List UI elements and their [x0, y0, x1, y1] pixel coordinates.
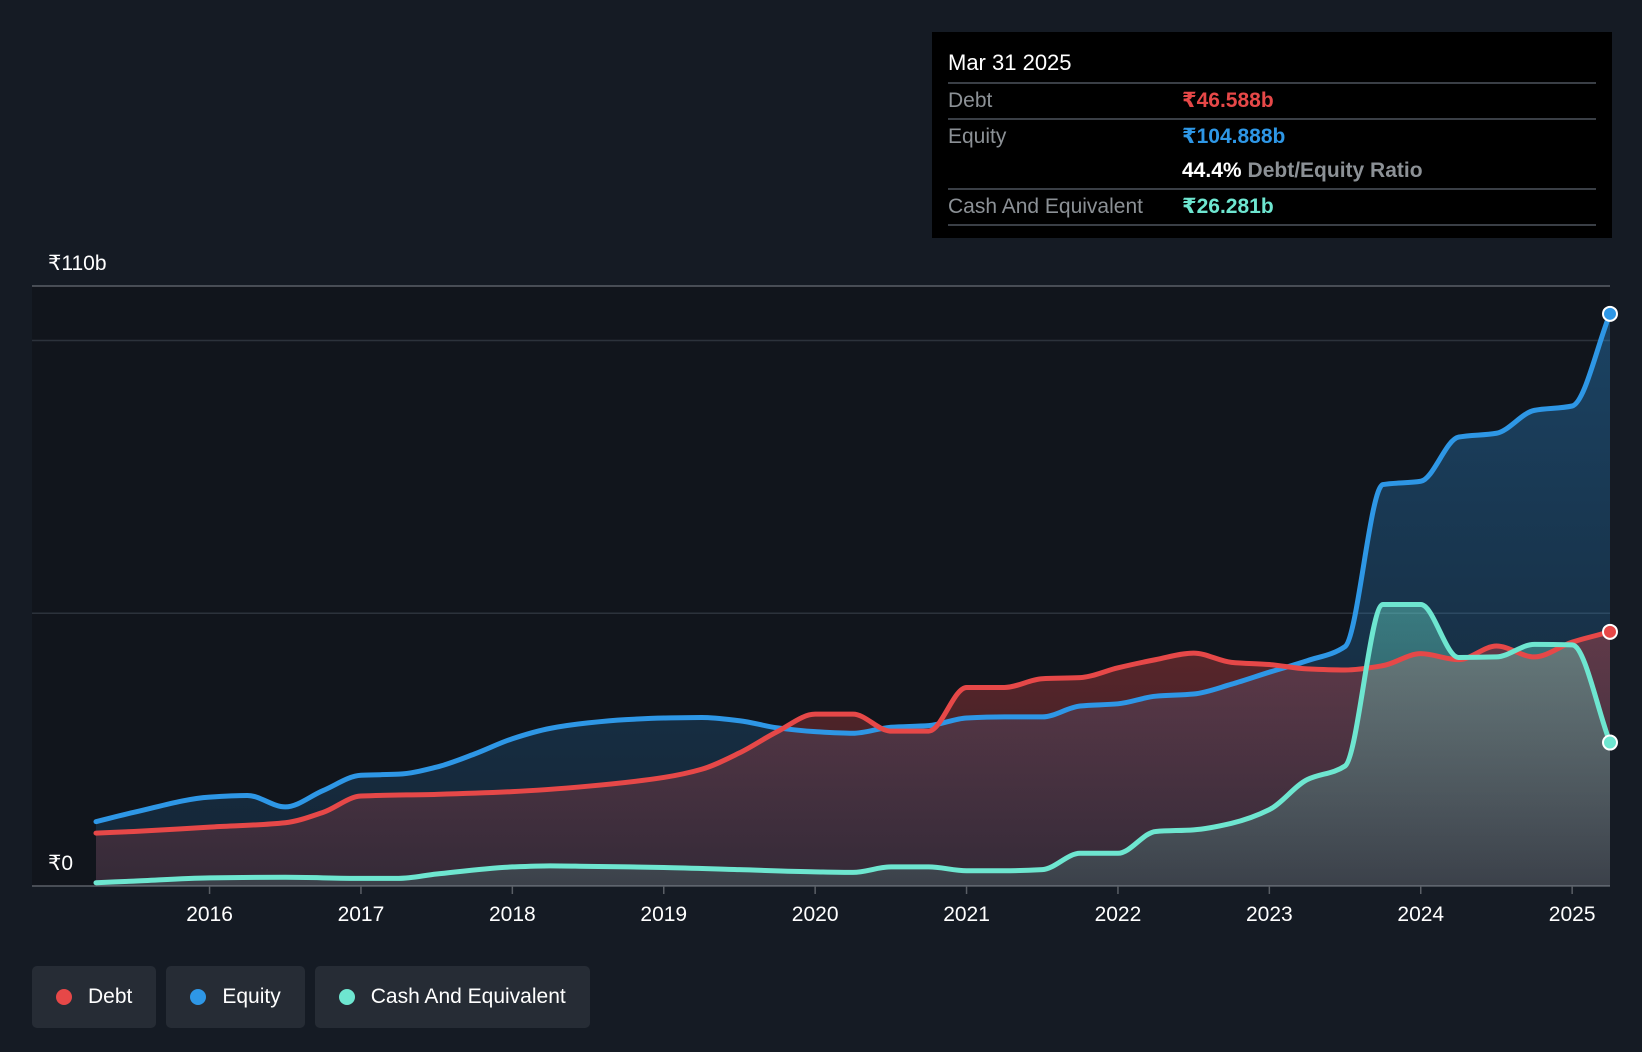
legend-label-equity: Equity: [222, 985, 281, 1008]
endpoint-debt: [1602, 623, 1618, 640]
series-endpoints: [1602, 305, 1618, 751]
legend-dot-equity: [190, 989, 207, 1005]
x-tick-label-2016: 2016: [186, 903, 233, 926]
line-debt: [93, 629, 1613, 836]
tooltip-ratio-row: 44.4% Debt/Equity Ratio: [948, 154, 1596, 190]
tooltip-debt-row: Debt ₹46.588b: [948, 84, 1596, 120]
x-tick-label-2022: 2022: [1095, 903, 1142, 926]
legend-item-equity[interactable]: Equity: [166, 966, 305, 1028]
x-tick-label-2025: 2025: [1549, 903, 1596, 926]
legend-label-debt: Debt: [88, 985, 133, 1008]
legend-dot-debt: [56, 989, 72, 1005]
endpoint-equity: [1602, 305, 1618, 322]
legend-dot-cash: [338, 989, 355, 1005]
y-axis-label-bottom: ₹0: [48, 852, 73, 875]
x-tick-label-2024: 2024: [1397, 903, 1444, 926]
x-axis-ticks: 2016 2017 2018 2019 2020 2021 2022 2023 2024 2025: [186, 886, 1596, 926]
line-equity: [93, 311, 1613, 825]
y-axis-label-top: ₹110b: [48, 252, 107, 275]
endpoint-cash-and-equivalent: [1602, 734, 1618, 751]
tooltip-equity-label: Equity: [948, 125, 1007, 148]
tooltip-ratio-spacer: [948, 154, 1182, 188]
x-tick-label-2023: 2023: [1246, 903, 1293, 926]
tooltip-equity-row: Equity ₹104.888b: [948, 120, 1596, 154]
series-lines: [93, 311, 1613, 886]
tooltip-equity-value: ₹104.888b: [1182, 125, 1286, 148]
tooltip-ratio-value: 44.4%: [1182, 159, 1242, 182]
x-tick-label-2021: 2021: [943, 903, 990, 926]
x-tick-label-2019: 2019: [640, 903, 687, 926]
area-cash-and-equivalent: [96, 604, 1610, 886]
tooltip-cash-label: Cash And Equivalent: [948, 195, 1143, 218]
tooltip-date: Mar 31 2025: [948, 46, 1596, 84]
tooltip-cash-row: Cash And Equivalent ₹26.281b: [948, 190, 1596, 226]
legend: Debt Equity Cash And Equivalent: [32, 966, 590, 1028]
line-cash-and-equivalent: [93, 602, 1613, 886]
tooltip-debt-label: Debt: [948, 89, 993, 112]
x-tick-label-2018: 2018: [489, 903, 536, 926]
legend-item-debt[interactable]: Debt: [32, 966, 157, 1028]
tooltip-ratio-label: Debt/Equity Ratio: [1247, 159, 1423, 182]
x-tick-label-2017: 2017: [338, 903, 385, 926]
tooltip-cash-value: ₹26.281b: [1182, 195, 1274, 218]
x-tick-label-2020: 2020: [792, 903, 839, 926]
tooltip-debt-value: ₹46.588b: [1182, 89, 1274, 112]
tooltip-panel: Mar 31 2025 Debt ₹46.588b Equity ₹104.88…: [932, 32, 1612, 238]
legend-label-cash: Cash And Equivalent: [370, 985, 566, 1008]
legend-item-cash[interactable]: Cash And Equivalent: [314, 966, 590, 1028]
